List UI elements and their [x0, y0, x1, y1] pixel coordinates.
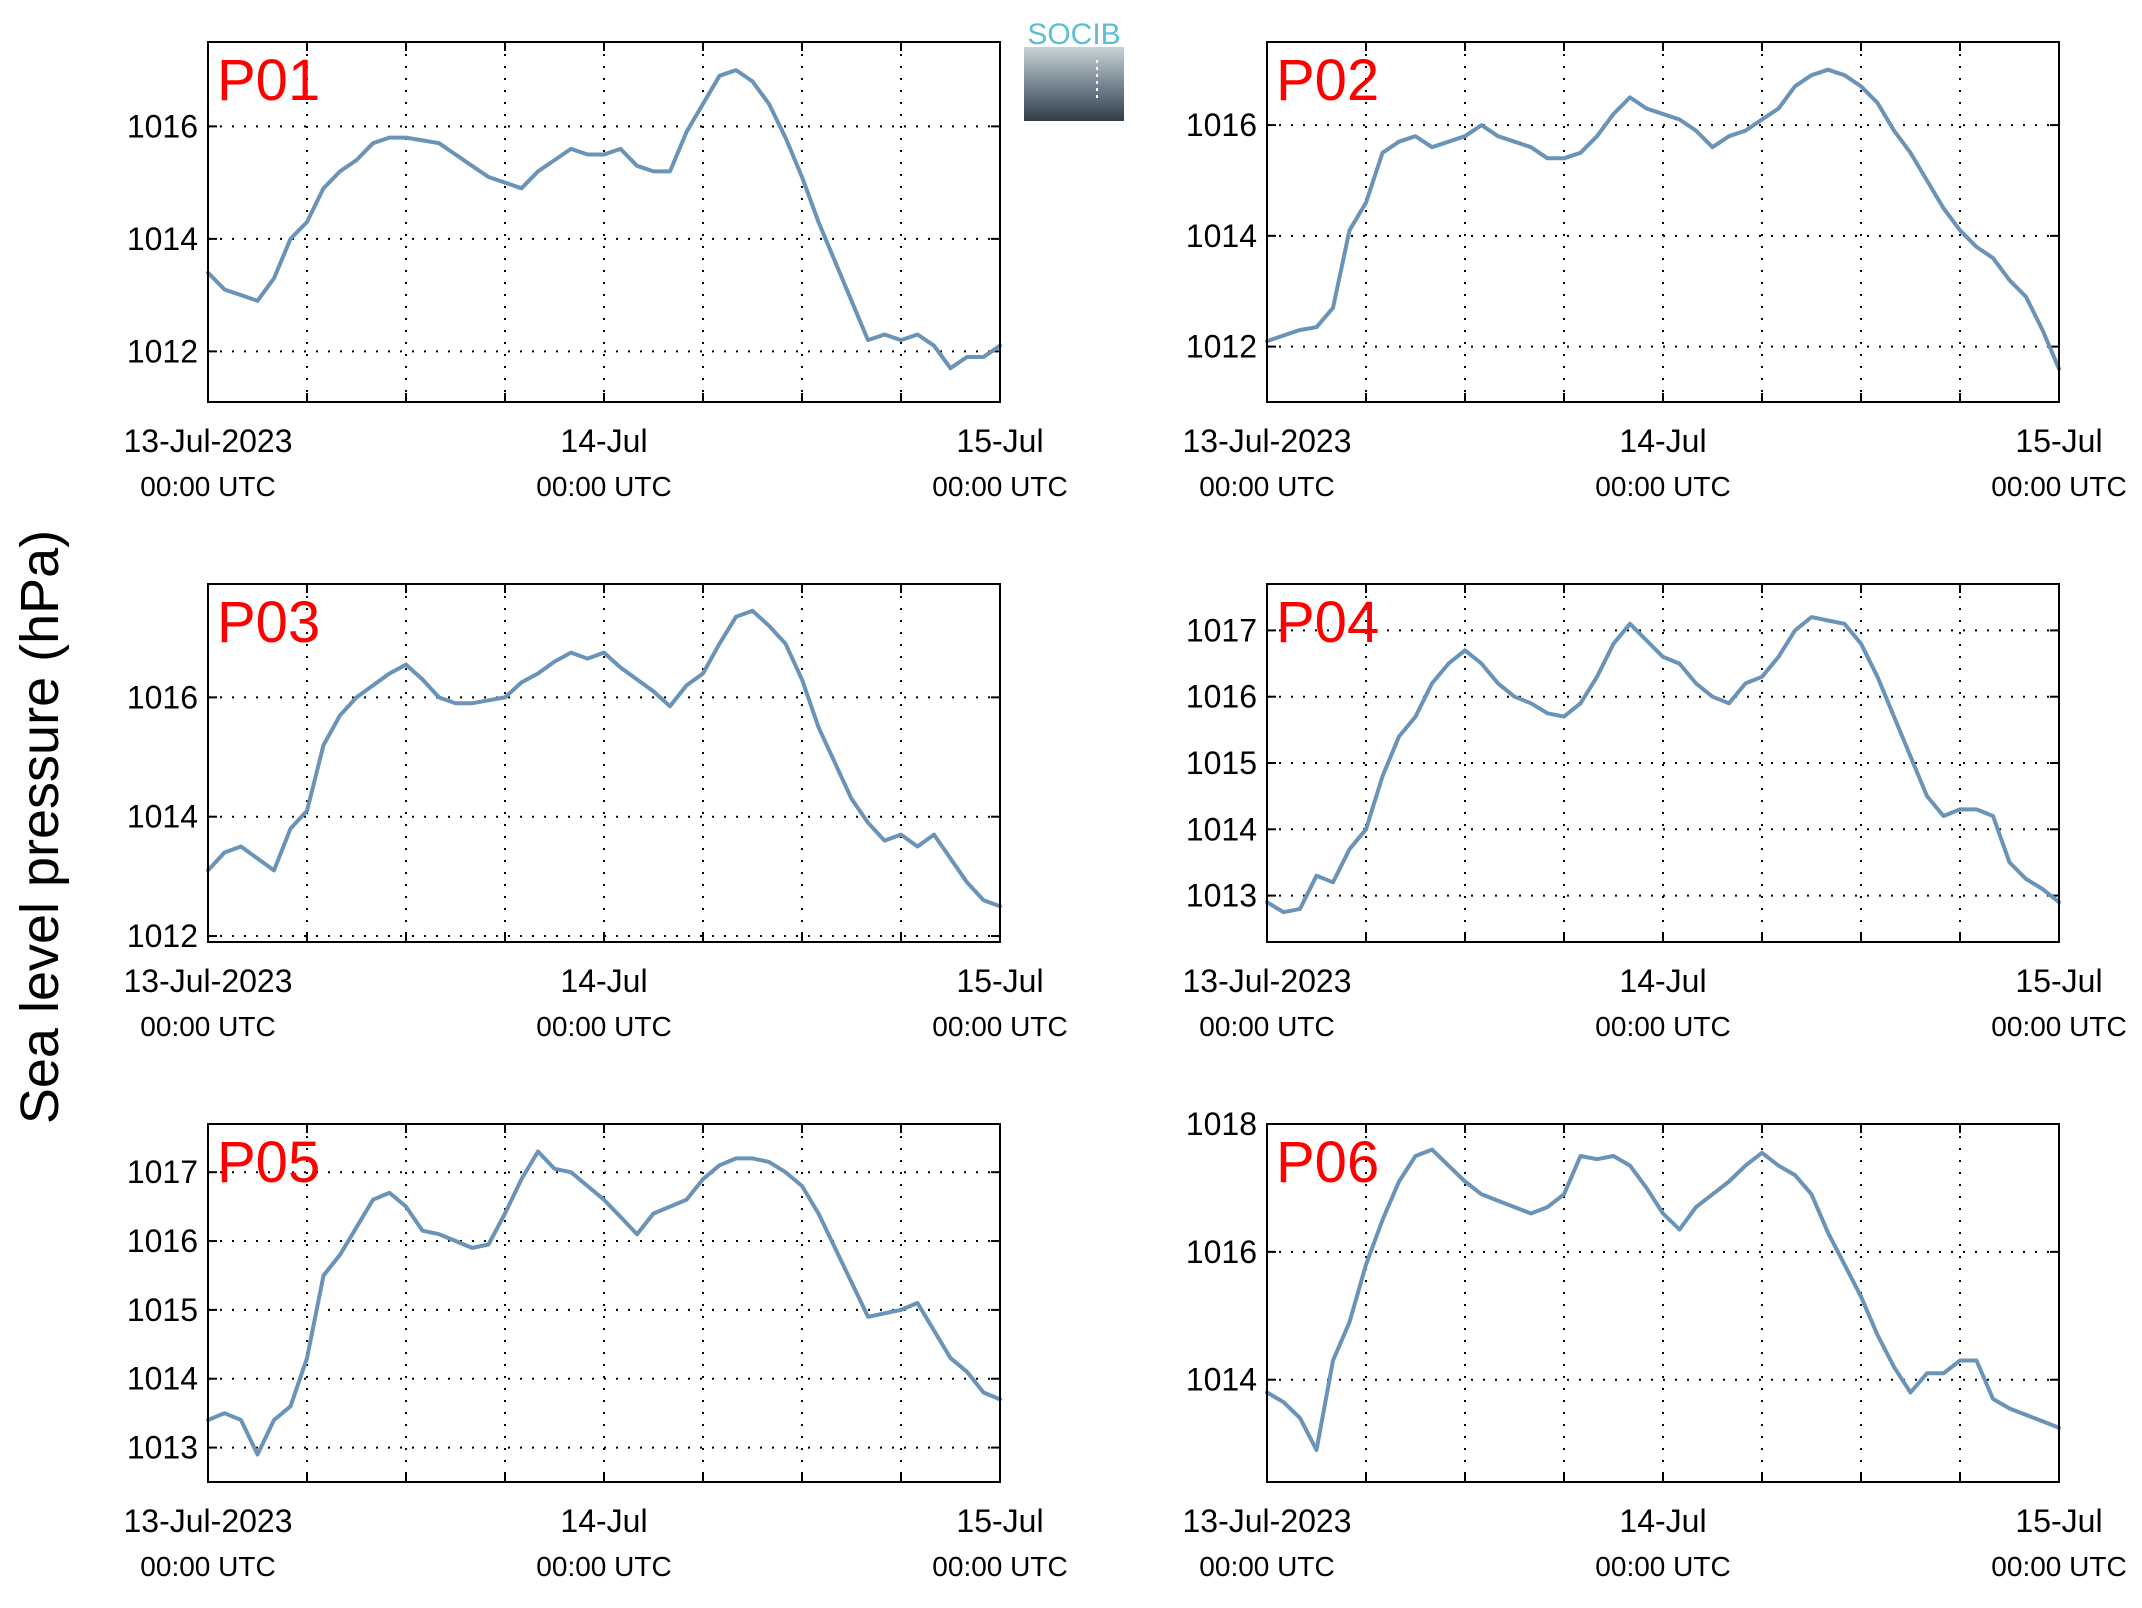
y-tick-label: 1017	[127, 1154, 198, 1190]
y-tick-label: 1015	[1186, 745, 1257, 781]
x-tick-label: 14-Jul	[1619, 423, 1706, 459]
y-axis-label: Sea level pressure (hPa)	[10, 530, 70, 1124]
y-tick-label: 1014	[1186, 811, 1257, 847]
y-tick-label: 1013	[127, 1430, 198, 1466]
x-tick-label: 14-Jul	[1619, 1503, 1706, 1539]
x-tick-sublabel: 00:00 UTC	[1991, 471, 2126, 502]
y-tick-label: 1015	[127, 1292, 198, 1328]
y-tick-label: 1014	[127, 1361, 198, 1397]
x-tick-label: 14-Jul	[560, 423, 647, 459]
x-tick-sublabel: 00:00 UTC	[536, 471, 671, 502]
axes-frame	[207, 1123, 1001, 1483]
x-tick-label: 13-Jul-2023	[124, 423, 293, 459]
x-tick-sublabel: 00:00 UTC	[932, 471, 1067, 502]
y-tick-label: 1016	[127, 1223, 198, 1259]
chart-panel-p06: 1014 1016 1018 13-Jul-2023 00:00 UTC 14-Jul 00…	[1183, 1106, 2127, 1582]
series-line-p05	[206, 1149, 1002, 1457]
y-tick-label: 1014	[127, 799, 198, 835]
x-tick-label: 15-Jul	[956, 1503, 1043, 1539]
y-tick-label: 1013	[1186, 878, 1257, 914]
axes-frame	[1266, 41, 2060, 403]
y-tick-label: 1016	[1186, 107, 1257, 143]
x-tick-sublabel: 00:00 UTC	[140, 1551, 275, 1582]
x-tick-label: 14-Jul	[560, 963, 647, 999]
y-tick-label: 1014	[1186, 218, 1257, 254]
x-tick-label: 13-Jul-2023	[124, 1503, 293, 1539]
socib-logo: SOCIB	[1024, 18, 1124, 121]
x-tick-sublabel: 00:00 UTC	[1199, 471, 1334, 502]
y-tick-label: 1014	[127, 221, 198, 257]
x-tick-sublabel: 00:00 UTC	[932, 1011, 1067, 1042]
series-line-p02	[1265, 67, 2061, 371]
logo-text: SOCIB	[1027, 18, 1120, 51]
x-tick-label: 15-Jul	[956, 963, 1043, 999]
logo-panel	[1024, 47, 1124, 121]
y-tick-label: 1012	[1186, 329, 1257, 365]
x-tick-label: 13-Jul-2023	[1183, 1503, 1352, 1539]
x-tick-sublabel: 00:00 UTC	[932, 1551, 1067, 1582]
series-line-p01	[206, 68, 1002, 371]
panel-title: P03	[217, 590, 320, 655]
panel-title: P01	[217, 48, 320, 113]
x-tick-sublabel: 00:00 UTC	[536, 1011, 671, 1042]
x-tick-sublabel: 00:00 UTC	[1199, 1551, 1334, 1582]
y-tick-label: 1014	[1186, 1362, 1257, 1398]
panel-title: P04	[1276, 590, 1379, 655]
x-tick-label: 15-Jul	[2015, 1503, 2102, 1539]
series-line-p06	[1265, 1147, 2061, 1452]
x-tick-label: 15-Jul	[2015, 423, 2102, 459]
y-tick-label: 1012	[127, 333, 198, 369]
x-tick-sublabel: 00:00 UTC	[1991, 1551, 2126, 1582]
x-tick-sublabel: 00:00 UTC	[1595, 471, 1730, 502]
x-tick-label: 15-Jul	[2015, 963, 2102, 999]
x-tick-sublabel: 00:00 UTC	[1595, 1011, 1730, 1042]
y-tick-label: 1016	[1186, 1234, 1257, 1270]
x-tick-sublabel: 00:00 UTC	[1595, 1551, 1730, 1582]
x-tick-label: 13-Jul-2023	[124, 963, 293, 999]
axes-frame	[207, 583, 1001, 943]
y-tick-label: 1012	[127, 918, 198, 954]
y-tick-label: 1016	[1186, 679, 1257, 715]
x-tick-sublabel: 00:00 UTC	[140, 471, 275, 502]
panel-title: P05	[217, 1130, 320, 1195]
series-line-p03	[206, 608, 1002, 909]
chart-panel-p05: 1013 1014 1015 1016 1017 13-Jul-2023 00:00 UTC…	[124, 1123, 1068, 1582]
chart-panel-p02: 1012 1014 1016 13-Jul-2023 00:00 UTC 14-Jul 00…	[1183, 41, 2127, 502]
axes-frame	[207, 41, 1001, 403]
chart-panel-p03: 1012 1014 1016 13-Jul-2023 00:00 UTC 14-Jul 00…	[124, 583, 1068, 1042]
x-tick-label: 13-Jul-2023	[1183, 423, 1352, 459]
y-tick-label: 1018	[1186, 1106, 1257, 1142]
panel-title: P02	[1276, 48, 1379, 113]
x-tick-label: 15-Jul	[956, 423, 1043, 459]
x-tick-sublabel: 00:00 UTC	[536, 1551, 671, 1582]
axes-frame	[1266, 1123, 2060, 1483]
y-tick-label: 1016	[127, 108, 198, 144]
series-line-p04	[1265, 615, 2061, 915]
y-tick-label: 1017	[1186, 612, 1257, 648]
x-tick-sublabel: 00:00 UTC	[1991, 1011, 2126, 1042]
x-tick-label: 13-Jul-2023	[1183, 963, 1352, 999]
panel-title: P06	[1276, 1130, 1379, 1195]
y-tick-label: 1016	[127, 679, 198, 715]
x-tick-sublabel: 00:00 UTC	[140, 1011, 275, 1042]
chart-panels: 1012 1014 1016 13-Jul-2023 00:00 UTC 14-Jul 00…	[124, 41, 2127, 1582]
x-tick-sublabel: 00:00 UTC	[1199, 1011, 1334, 1042]
x-tick-label: 14-Jul	[560, 1503, 647, 1539]
x-tick-label: 14-Jul	[1619, 963, 1706, 999]
chart-panel-p01: 1012 1014 1016 13-Jul-2023 00:00 UTC 14-Jul 00…	[124, 41, 1068, 502]
axes-frame	[1266, 583, 2060, 943]
chart-panel-p04: 1013 1014 1015 1016 1017 13-Jul-2023 00:00 UTC…	[1183, 583, 2127, 1042]
